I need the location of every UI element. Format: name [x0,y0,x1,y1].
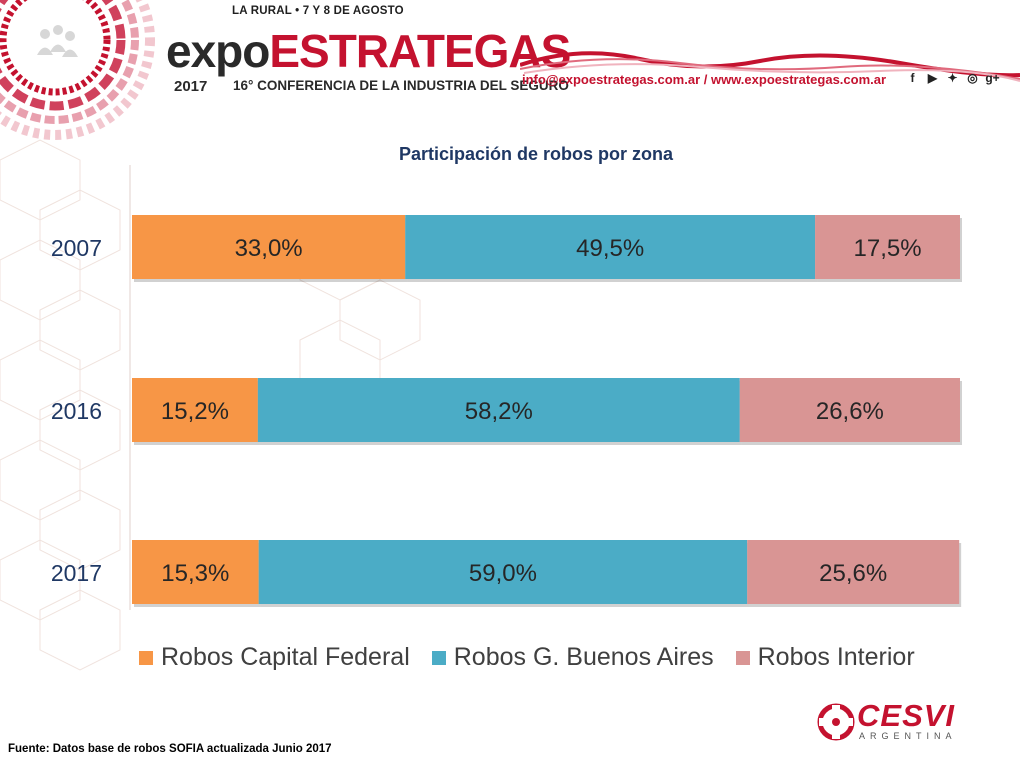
facebook-icon[interactable]: f [910,71,915,85]
legend-label: Robos G. Buenos Aires [453,643,714,671]
category-label-2016: 2016 [51,398,102,424]
event-emblem [0,0,155,140]
event-logo-expo: expo [166,25,270,77]
legend-item-1: Robos Capital Federal [139,643,410,672]
brand-subtitle: ARGENTINA [859,731,957,741]
legend-swatch [139,650,153,665]
category-label-2017: 2017 [51,560,102,586]
legend-swatch [431,650,446,665]
social-icons: f ▶ ✦ ◎ g+ [905,71,1000,86]
data-label-2017-1: 15,3% [161,560,229,587]
data-label-2007-1: 33,0% [235,235,303,262]
chart-legend: Robos Capital Federal Robos G. Buenos Air… [139,643,937,672]
bar-segment-2016-2 [257,378,740,442]
bar-segment-2017-2 [258,540,748,604]
bar-segment-2007-2 [405,215,816,279]
legend-swatch [735,650,750,665]
google-plus-icon[interactable]: g+ [985,71,1000,85]
twitter-icon[interactable]: ✦ [947,71,958,85]
event-logo: expoESTRATEGAS [166,25,571,77]
event-conference: 16° CONFERENCIA DE LA INDUSTRIA DEL SEGU… [233,78,569,93]
data-label-2016-3: 26,6% [816,398,884,425]
category-label-2007: 2007 [51,235,102,261]
data-label-2016-2: 58,2% [465,398,533,425]
legend-item-3: Robos Interior [735,643,915,672]
data-label-2016-1: 15,2% [161,398,229,425]
legend-label: Robos Capital Federal [161,643,410,671]
bar-segment-2017-1 [132,540,259,604]
header-swoosh [520,51,1020,82]
brand-logo: CESVI ARGENTINA [815,700,980,745]
bar-segment-2007-3 [815,215,960,279]
event-year: 2017 [174,78,208,95]
contact-info[interactable]: info@expoestrategas.com.ar / www.expoest… [522,72,887,87]
chart-title: Participación de robos por zona [398,144,674,164]
instagram-icon[interactable]: ◎ [967,71,978,85]
bar-segment-2016-1 [132,378,258,442]
legend-label: Robos Interior [757,643,915,671]
youtube-icon[interactable]: ▶ [927,71,938,85]
event-subtitle: LA RURAL • 7 Y 8 DE AGOSTO [232,5,404,17]
stacked-bar-chart: 2007 33,0% 49,5% 17,5% 2016 15,2% 58,2% 26,6% 20… [51,215,962,607]
data-label-2017-2: 59,0% [469,560,537,587]
data-label-2007-2: 49,5% [576,235,644,262]
header: LA RURAL • 7 Y 8 DE AGOSTO expoESTRATEGA… [0,0,1024,140]
legend-item-2: Robos G. Buenos Aires [431,643,714,672]
data-label-2017-3: 25,6% [819,560,887,587]
source-note: Fuente: Datos base de robos SOFIA actual… [8,743,332,755]
bar-segment-2007-1 [132,215,406,279]
bar-segment-2016-3 [739,378,960,442]
cesvi-emblem-icon [817,703,855,741]
bar-segment-2017-3 [747,540,960,604]
data-label-2007-3: 17,5% [854,235,922,262]
brand-name: CESVI [857,698,956,733]
